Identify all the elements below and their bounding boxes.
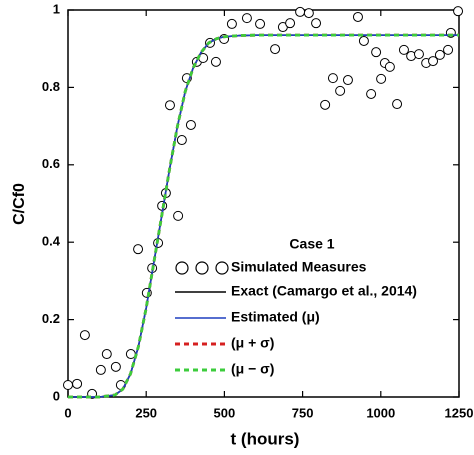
x-tick-label: 250 — [135, 405, 157, 420]
plot-frame — [67, 9, 460, 398]
x-tick-label: 1000 — [366, 405, 395, 420]
data-point — [443, 44, 454, 55]
legend-label: (μ − σ) — [231, 361, 274, 377]
data-point — [164, 100, 175, 111]
y-tick-label: 0 — [53, 388, 60, 403]
data-point — [303, 8, 314, 19]
data-line — [68, 33, 459, 399]
data-point — [392, 99, 403, 110]
data-point — [185, 119, 196, 130]
data-point — [342, 75, 353, 86]
data-point — [255, 18, 266, 29]
legend-marker — [175, 261, 189, 275]
data-point — [398, 44, 409, 55]
data-point — [79, 330, 90, 341]
legend-marker — [215, 261, 229, 275]
y-tick-label: 0.4 — [42, 234, 61, 249]
data-point — [311, 18, 322, 29]
y-tick-label: 1 — [53, 1, 60, 16]
data-point — [173, 210, 184, 221]
data-point — [453, 6, 464, 17]
x-axis-label: t (hours) — [231, 429, 300, 448]
legend-label: Estimated (μ) — [231, 309, 320, 325]
data-point — [72, 378, 83, 389]
x-tick-label: 750 — [292, 405, 314, 420]
data-point — [95, 364, 106, 375]
data-point — [376, 73, 387, 84]
data-point — [133, 244, 144, 255]
y-tick-label: 0.6 — [42, 156, 60, 171]
legend-label: Exact (Camargo et al., 2014) — [231, 283, 417, 299]
data-point — [285, 18, 296, 29]
data-point — [226, 18, 237, 29]
x-tick-label: 0 — [64, 405, 71, 420]
x-tick-label: 1250 — [445, 405, 474, 420]
y-axis-label: C/Cf0 — [11, 183, 28, 225]
data-point — [176, 135, 187, 146]
data-point — [210, 56, 221, 67]
data-point — [320, 99, 331, 110]
data-point — [110, 361, 121, 372]
data-point — [358, 35, 369, 46]
legend-title: Case 1 — [289, 236, 334, 252]
data-point — [335, 85, 346, 96]
y-tick-label: 0.2 — [42, 311, 60, 326]
legend-label: Simulated Measures — [231, 259, 367, 275]
data-point — [413, 49, 424, 60]
data-point — [241, 13, 252, 24]
data-point — [63, 380, 73, 391]
data-point — [270, 44, 281, 55]
data-point — [428, 56, 439, 67]
data-point — [352, 11, 363, 22]
legend-marker — [195, 261, 209, 275]
data-point — [327, 73, 338, 84]
data-point — [295, 6, 306, 17]
x-tick-label: 500 — [214, 405, 236, 420]
legend-label: (μ + σ) — [231, 335, 274, 351]
data-point — [384, 61, 395, 72]
y-tick-label: 0.8 — [42, 79, 60, 94]
data-point — [366, 88, 377, 99]
data-point — [434, 49, 445, 60]
data-point — [371, 47, 382, 58]
data-point — [101, 349, 112, 360]
